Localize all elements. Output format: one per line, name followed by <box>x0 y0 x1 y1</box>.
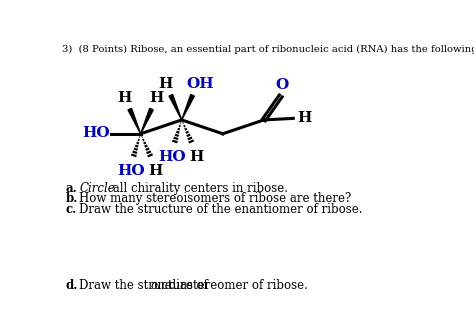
Text: Draw the structure of: Draw the structure of <box>80 279 212 291</box>
Text: HO: HO <box>82 126 109 140</box>
Text: d.: d. <box>65 279 78 291</box>
Text: How many stereoisomers of ribose are there?: How many stereoisomers of ribose are the… <box>80 192 352 205</box>
Text: a.: a. <box>65 182 77 195</box>
Polygon shape <box>169 95 182 120</box>
Text: Circle: Circle <box>80 182 115 195</box>
Text: H: H <box>158 77 173 91</box>
Text: O: O <box>276 78 289 92</box>
Text: HO: HO <box>159 150 186 164</box>
Text: c.: c. <box>65 203 77 216</box>
Text: b.: b. <box>65 192 78 205</box>
Polygon shape <box>128 108 141 134</box>
Text: H: H <box>117 91 132 105</box>
Text: one: one <box>151 279 173 291</box>
Polygon shape <box>141 108 153 134</box>
Text: HO: HO <box>118 164 145 178</box>
Text: H: H <box>150 91 164 105</box>
Text: H: H <box>148 164 163 178</box>
Text: H: H <box>189 150 204 164</box>
Text: OH: OH <box>186 77 214 91</box>
Text: Draw the structure of the enantiomer of ribose.: Draw the structure of the enantiomer of … <box>80 203 363 216</box>
Text: H: H <box>297 111 311 125</box>
Text: 3)  (8 Points) Ribose, an essential part of ribonucleic acid (RNA) has the follo: 3) (8 Points) Ribose, an essential part … <box>63 44 474 53</box>
Polygon shape <box>182 95 194 120</box>
Text: all chirality centers in ribose.: all chirality centers in ribose. <box>109 182 288 195</box>
Text: diastereomer of ribose.: diastereomer of ribose. <box>164 279 308 291</box>
